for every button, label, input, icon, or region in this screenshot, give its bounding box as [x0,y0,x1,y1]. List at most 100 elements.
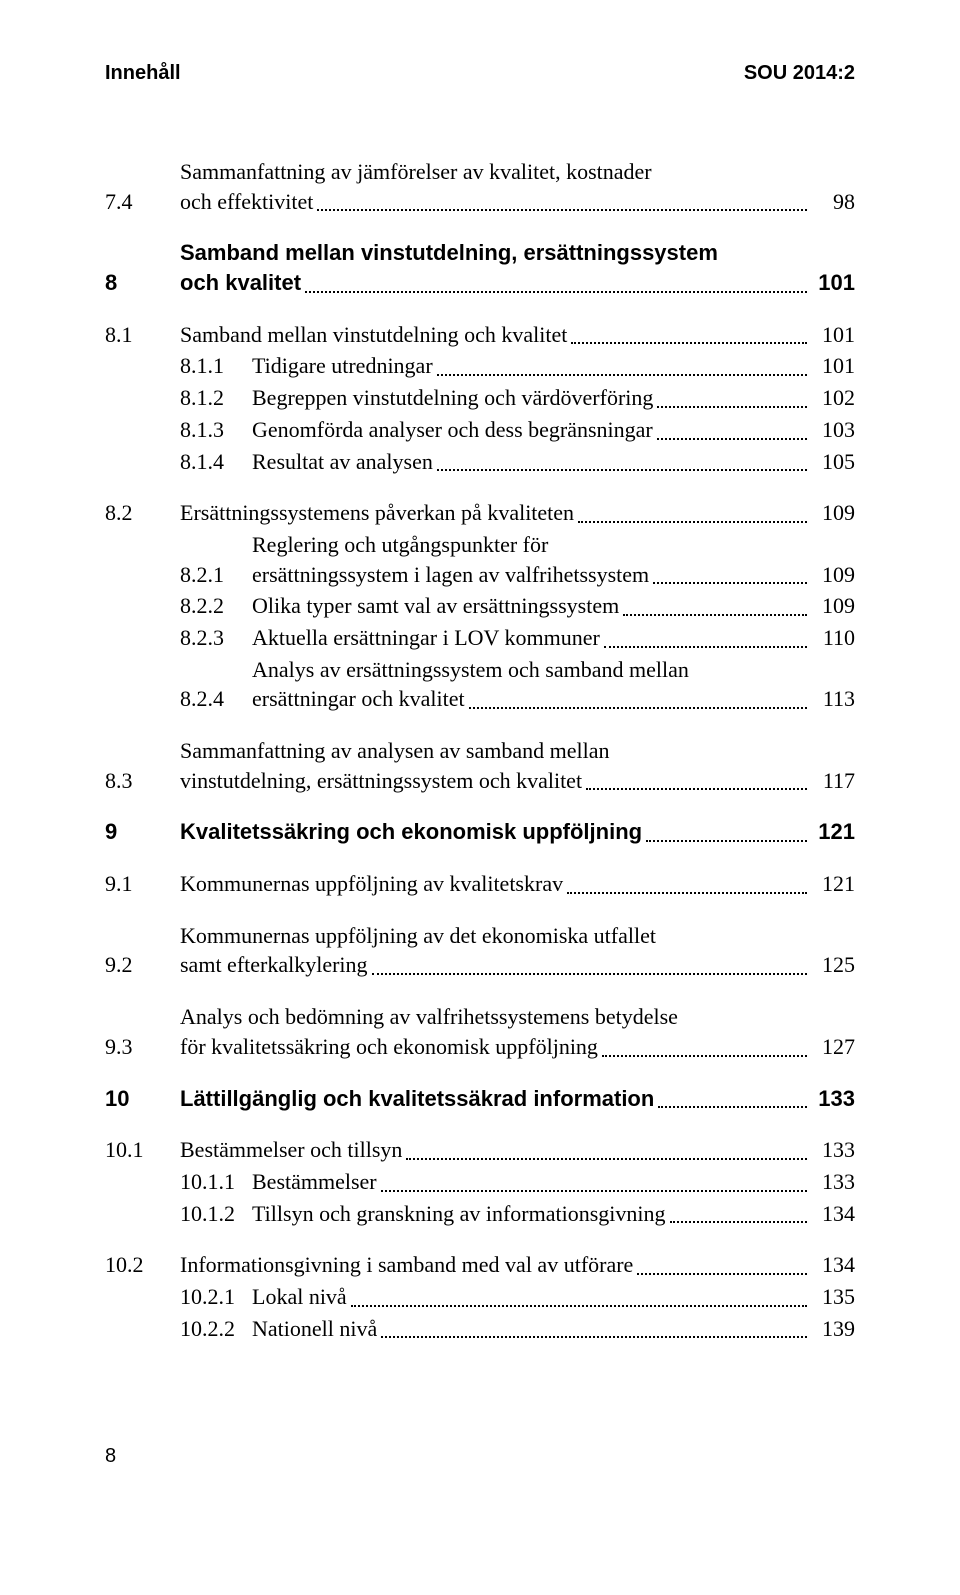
toc-entry: 9.2Kommunernas uppföljning av det ekonom… [105,921,855,980]
toc-entry: 8.2Ersättningssystemens påverkan på kval… [105,498,855,528]
table-of-contents: 7.4Sammanfattning av jämförelser av kval… [105,157,855,1343]
toc-title-text: Samband mellan vinstutdelning och kvalit… [180,320,567,350]
toc-number: 7.4 [105,187,180,217]
toc-number: 10.2 [105,1250,180,1280]
toc-leader [317,208,807,211]
toc-page-number: 133 [811,1084,855,1114]
toc-number: 8.1.4 [180,447,252,477]
toc-text-row: Resultat av analysen105 [252,447,855,477]
toc-title-text: Nationell nivå [252,1314,377,1344]
toc-leader [437,373,807,376]
toc-page-number: 127 [811,1032,855,1062]
toc-leader [657,437,807,440]
toc-entry: 8.2.3Aktuella ersättningar i LOV kommune… [105,623,855,653]
toc-page-number: 139 [811,1314,855,1344]
toc-text-wrap: Sammanfattning av analysen av samband me… [180,736,855,795]
toc-text-row: Informationsgivning i samband med val av… [180,1250,855,1280]
toc-text-row: Aktuella ersättningar i LOV kommuner110 [252,623,855,653]
toc-text-row: Samband mellan vinstutdelning och kvalit… [180,320,855,350]
toc-page-number: 109 [811,591,855,621]
toc-text-row: Lättillgänglig och kvalitetssäkrad infor… [180,1084,855,1114]
toc-number: 10.2.1 [180,1282,252,1312]
toc-entry: 8.1.4Resultat av analysen105 [105,447,855,477]
toc-page-number: 117 [811,766,855,796]
toc-text-wrap: Resultat av analysen105 [252,447,855,477]
toc-entry: 8.1.1Tidigare utredningar101 [105,351,855,381]
toc-text-wrap: Kvalitetssäkring och ekonomisk uppföljni… [180,817,855,847]
toc-text-row: ersättningar och kvalitet113 [252,684,855,714]
toc-number: 10.1 [105,1135,180,1165]
toc-number: 8.2 [105,498,180,528]
toc-title-text: och effektivitet [180,187,313,217]
toc-title-text: Kommunernas uppföljning av kvalitetskrav [180,869,563,899]
header-right: SOU 2014:2 [744,60,855,87]
toc-block: 8Samband mellan vinstutdelning, ersättni… [105,238,855,297]
toc-text-wrap: Lokal nivå135 [252,1282,855,1312]
toc-page-number: 113 [811,684,855,714]
toc-page-number: 121 [811,817,855,847]
toc-number: 8.1.3 [180,415,252,445]
toc-text-wrap: Samband mellan vinstutdelning, ersättnin… [180,238,855,297]
toc-text-row: vinstutdelning, ersättningssystem och kv… [180,766,855,796]
toc-page-number: 109 [811,498,855,528]
toc-leader [305,290,807,293]
toc-leader [351,1304,807,1307]
toc-leader [578,520,807,523]
toc-leader [670,1220,807,1223]
toc-block: 10Lättillgänglig och kvalitetssäkrad inf… [105,1084,855,1114]
toc-text-row: Ersättningssystemens påverkan på kvalite… [180,498,855,528]
toc-leader [646,839,807,842]
toc-text-wrap: Kommunernas uppföljning av det ekonomisk… [180,921,855,980]
toc-text-row: Sammanfattning av jämförelser av kvalite… [180,157,855,187]
header-left: Innehåll [105,60,181,87]
toc-page-number: 98 [811,187,855,217]
toc-number: 8.2.1 [180,560,252,590]
toc-number: 8.2.3 [180,623,252,653]
toc-block: 8.1Samband mellan vinstutdelning och kva… [105,320,855,476]
toc-text-row: Kvalitetssäkring och ekonomisk uppföljni… [180,817,855,847]
toc-text-row: Tillsyn och granskning av informationsgi… [252,1199,855,1229]
toc-leader [602,1054,807,1057]
toc-text-row: Lokal nivå135 [252,1282,855,1312]
toc-text-row: Bestämmelser133 [252,1167,855,1197]
toc-title-text: Informationsgivning i samband med val av… [180,1250,633,1280]
page-header: Innehåll SOU 2014:2 [105,60,855,87]
toc-text-wrap: Informationsgivning i samband med val av… [180,1250,855,1280]
toc-number: 8.1 [105,320,180,350]
toc-text-wrap: Bestämmelser133 [252,1167,855,1197]
toc-text-row: Analys av ersättningssystem och samband … [252,655,855,685]
toc-number: 8 [105,268,180,298]
toc-title-text: Bestämmelser och tillsyn [180,1135,402,1165]
toc-text-wrap: Ersättningssystemens påverkan på kvalite… [180,498,855,528]
toc-entry: 8.1Samband mellan vinstutdelning och kva… [105,320,855,350]
toc-page-number: 105 [811,447,855,477]
toc-number: 8.1.2 [180,383,252,413]
toc-entry: 10Lättillgänglig och kvalitetssäkrad inf… [105,1084,855,1114]
toc-title-text: Ersättningssystemens påverkan på kvalite… [180,498,574,528]
toc-text-row: Begreppen vinstutdelning och värdöverför… [252,383,855,413]
toc-title-text: Bestämmelser [252,1167,377,1197]
toc-text-row: Kommunernas uppföljning av det ekonomisk… [180,921,855,951]
toc-text-row: Tidigare utredningar101 [252,351,855,381]
toc-leader [571,341,807,344]
toc-title-text: Tidigare utredningar [252,351,433,381]
toc-number: 8.3 [105,766,180,796]
toc-page-number: 135 [811,1282,855,1312]
toc-leader [604,645,807,648]
toc-entry: 10.2.1Lokal nivå135 [105,1282,855,1312]
toc-title-text: Aktuella ersättningar i LOV kommuner [252,623,600,653]
toc-entry: 8.3Sammanfattning av analysen av samband… [105,736,855,795]
toc-entry: 8Samband mellan vinstutdelning, ersättni… [105,238,855,297]
toc-number: 9.2 [105,950,180,980]
toc-entry: 9.3Analys och bedömning av valfrihetssys… [105,1002,855,1061]
toc-text-row: Analys och bedömning av valfrihetssystem… [180,1002,855,1032]
toc-entry: 8.2.2Olika typer samt val av ersättnings… [105,591,855,621]
toc-page-number: 102 [811,383,855,413]
toc-text-wrap: Tillsyn och granskning av informationsgi… [252,1199,855,1229]
toc-number: 10.1.1 [180,1167,252,1197]
toc-leader [381,1335,807,1338]
toc-page-number: 125 [811,950,855,980]
toc-entry: 10.1.2Tillsyn och granskning av informat… [105,1199,855,1229]
toc-block: 8.3Sammanfattning av analysen av samband… [105,736,855,795]
toc-leader [406,1157,807,1160]
